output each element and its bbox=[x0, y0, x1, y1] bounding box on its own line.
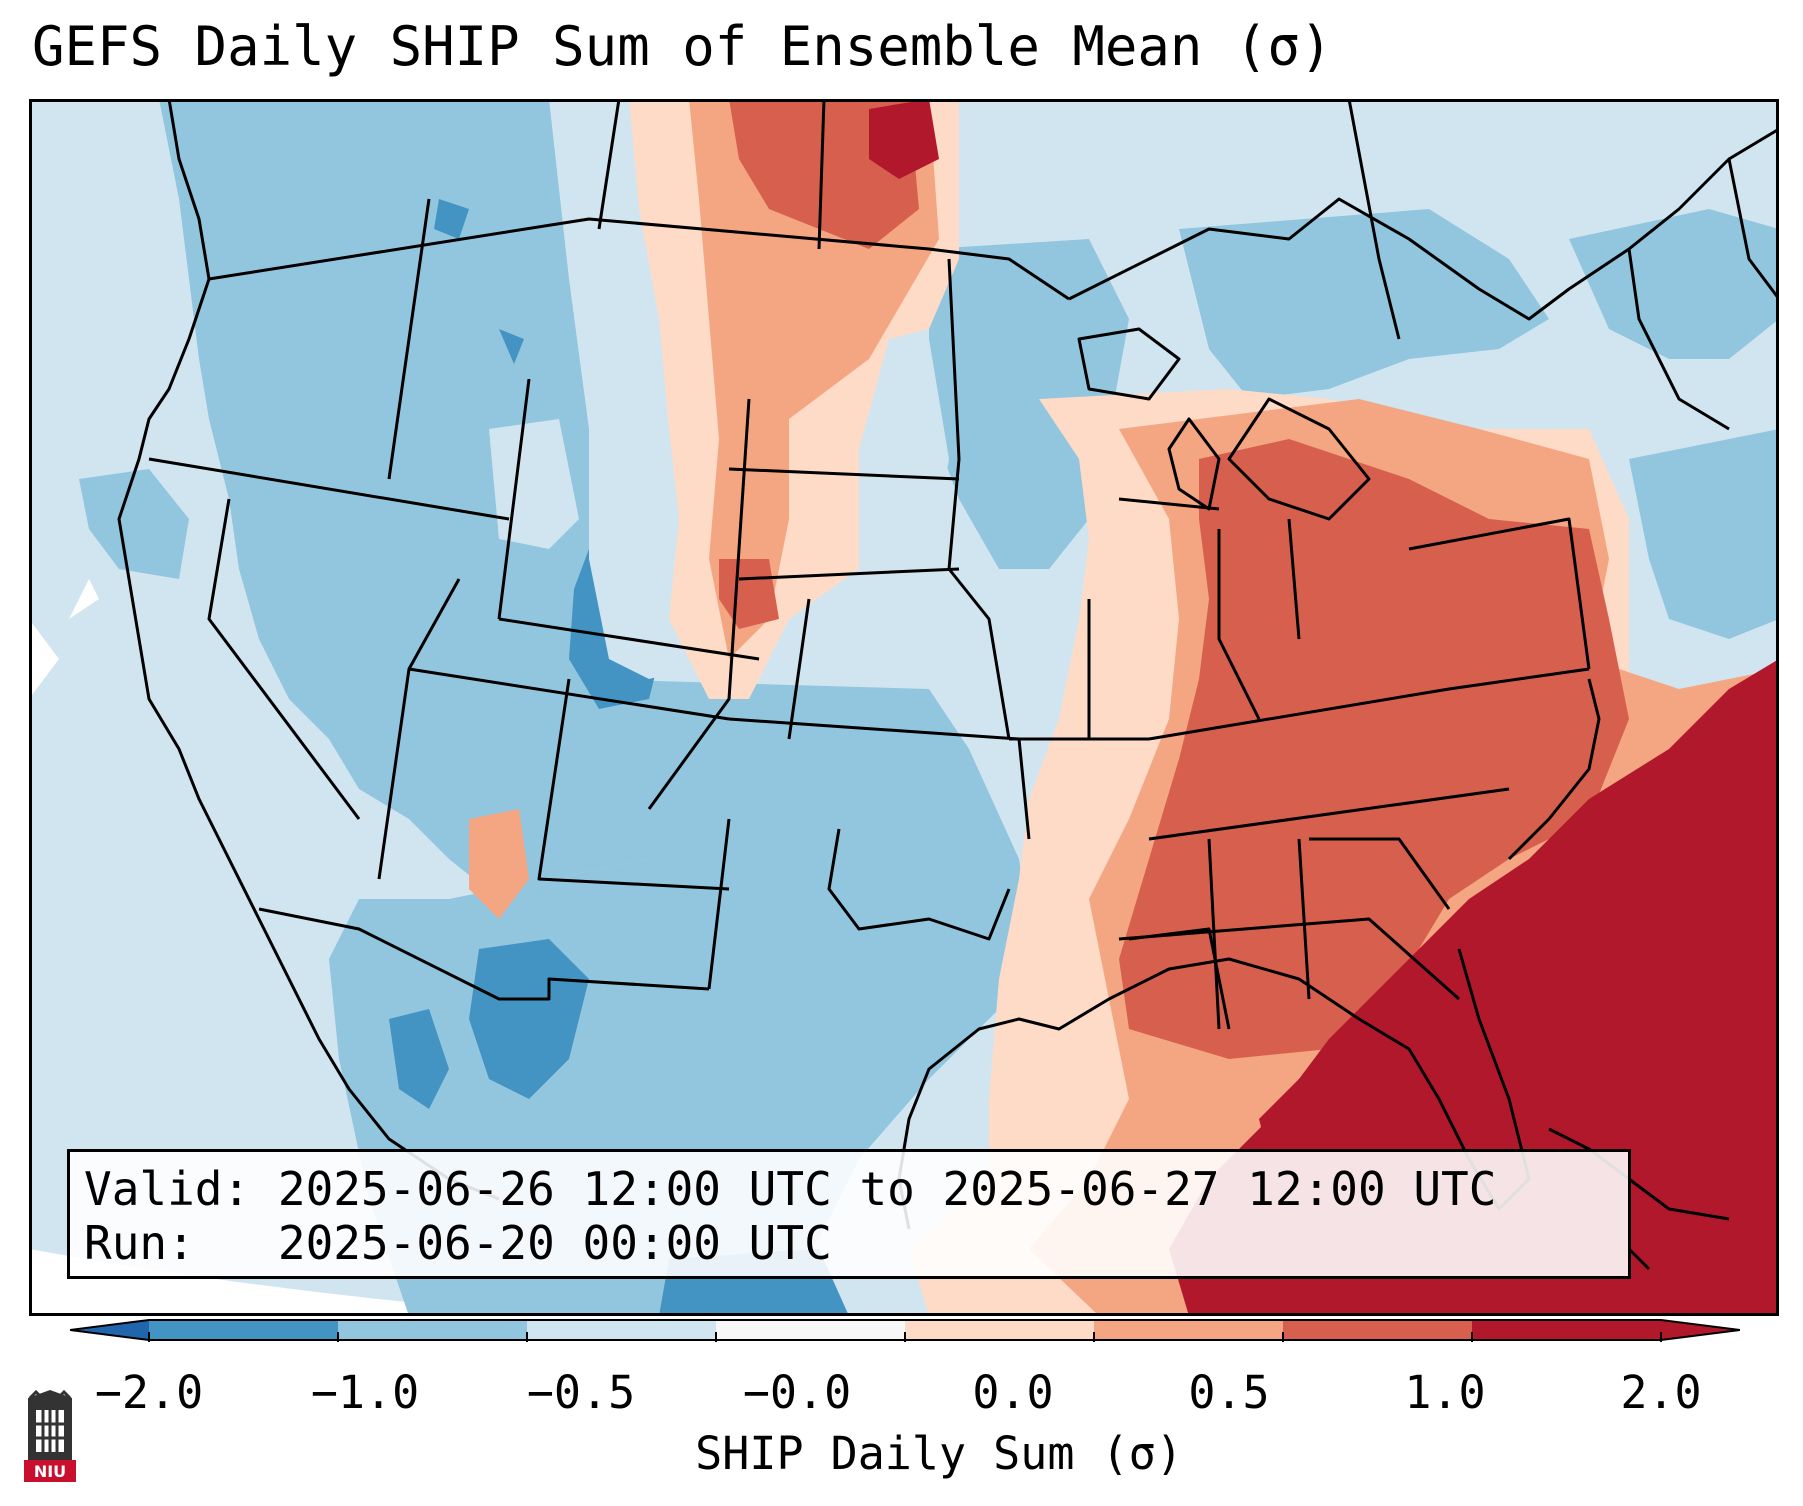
colorbar-tick: −0.5 bbox=[527, 1366, 635, 1419]
colorbar-tick: −0.0 bbox=[743, 1366, 851, 1419]
colorbar-tick: 0.0 bbox=[972, 1366, 1053, 1419]
run-label: Run: bbox=[84, 1216, 195, 1270]
map-title: GEFS Daily SHIP Sum of Ensemble Mean (σ) bbox=[32, 20, 1332, 74]
colorbar-segment bbox=[1283, 1320, 1473, 1340]
colorbar-segment bbox=[338, 1320, 528, 1340]
logo-text: NIU bbox=[34, 1462, 66, 1481]
colorbar-segment bbox=[1094, 1320, 1284, 1340]
valid-label: Valid: bbox=[84, 1162, 250, 1216]
colorbar-segment bbox=[149, 1320, 339, 1340]
colorbar-segment bbox=[716, 1320, 906, 1340]
valid-value: 2025-06-26 12:00 UTC to 2025-06-27 12:00… bbox=[278, 1162, 1497, 1216]
colorbar-segment bbox=[905, 1320, 1095, 1340]
colorbar bbox=[70, 1318, 1740, 1342]
colorbar-segment bbox=[1472, 1320, 1662, 1340]
colorbar-label: SHIP Daily Sum (σ) bbox=[695, 1427, 1183, 1480]
colorbar-tick: 1.0 bbox=[1404, 1366, 1485, 1419]
run-value: 2025-06-20 00:00 UTC bbox=[278, 1216, 832, 1270]
valid-time-box: Valid: 2025-06-26 12:00 UTC to 2025-06-2… bbox=[67, 1149, 1631, 1279]
colorbar-segment bbox=[527, 1320, 717, 1340]
niu-logo: NIU bbox=[22, 1390, 78, 1484]
colorbar-tick: 2.0 bbox=[1620, 1366, 1701, 1419]
colorbar-extend-low bbox=[70, 1320, 149, 1340]
colorbar-extend-high bbox=[1661, 1320, 1740, 1340]
colorbar-tick: −2.0 bbox=[95, 1366, 203, 1419]
colorbar-tick: −1.0 bbox=[311, 1366, 419, 1419]
map-panel[interactable] bbox=[29, 99, 1779, 1316]
colorbar-tick: 0.5 bbox=[1188, 1366, 1269, 1419]
